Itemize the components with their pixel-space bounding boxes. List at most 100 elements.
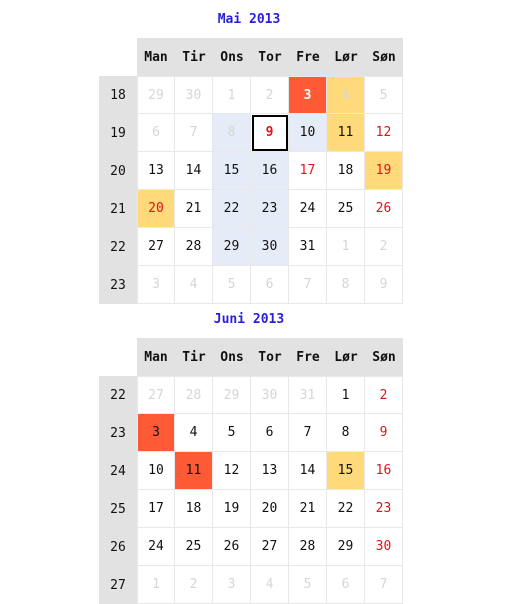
day-cell[interactable]: 5: [213, 414, 251, 452]
day-cell[interactable]: 13: [137, 152, 175, 190]
day-cell[interactable]: 4: [327, 76, 365, 114]
day-cell[interactable]: 28: [289, 528, 327, 566]
day-cell[interactable]: 19: [365, 152, 403, 190]
day-cell[interactable]: 13: [251, 452, 289, 490]
day-cell[interactable]: 7: [365, 566, 403, 604]
day-cell[interactable]: 29: [137, 76, 175, 114]
day-cell[interactable]: 7: [289, 266, 327, 304]
day-cell[interactable]: 2: [365, 376, 403, 414]
day-cell[interactable]: 14: [289, 452, 327, 490]
day-cell[interactable]: 28: [175, 228, 213, 266]
day-cell[interactable]: 2: [365, 228, 403, 266]
day-cell[interactable]: 25: [327, 190, 365, 228]
day-cell[interactable]: 29: [213, 228, 251, 266]
day-cell[interactable]: 30: [365, 528, 403, 566]
day-cell[interactable]: 7: [289, 414, 327, 452]
day-cell[interactable]: 5: [213, 266, 251, 304]
day-cell[interactable]: 1: [327, 228, 365, 266]
day-cell[interactable]: 18: [175, 490, 213, 528]
day-cell[interactable]: 9: [251, 114, 289, 152]
day-cell[interactable]: 20: [137, 190, 175, 228]
week-number: 21: [110, 201, 126, 217]
day-cell[interactable]: 12: [365, 114, 403, 152]
day-cell[interactable]: 17: [289, 152, 327, 190]
day-cell[interactable]: 21: [289, 490, 327, 528]
day-cell[interactable]: 4: [175, 266, 213, 304]
day-cell[interactable]: 22: [327, 490, 365, 528]
day-cell[interactable]: 8: [327, 414, 365, 452]
day-cell[interactable]: 30: [251, 228, 289, 266]
weekday-label: Fre: [289, 338, 327, 376]
week-number-column: 18 19 20 21 22 23: [99, 76, 137, 304]
day-cell[interactable]: 20: [251, 490, 289, 528]
day-cell[interactable]: 3: [213, 566, 251, 604]
day-cell[interactable]: 6: [251, 266, 289, 304]
day-cell[interactable]: 2: [251, 76, 289, 114]
day-cell[interactable]: 23: [365, 490, 403, 528]
day-cell[interactable]: 11: [175, 452, 213, 490]
day-cell[interactable]: 6: [137, 114, 175, 152]
day-cell[interactable]: 6: [327, 566, 365, 604]
weekday-label: Tor: [251, 338, 289, 376]
weekday-label: Tir: [175, 38, 213, 76]
day-cell[interactable]: 31: [289, 376, 327, 414]
day-cell[interactable]: 3: [137, 414, 175, 452]
day-cell[interactable]: 5: [289, 566, 327, 604]
day-cell[interactable]: 3: [289, 76, 327, 114]
day-cell[interactable]: 8: [213, 114, 251, 152]
day-cell[interactable]: 18: [327, 152, 365, 190]
weekday-label: Fre: [289, 38, 327, 76]
day-cell[interactable]: 2: [175, 566, 213, 604]
day-cell[interactable]: 9: [365, 266, 403, 304]
day-cell[interactable]: 24: [289, 190, 327, 228]
day-cell[interactable]: 1: [327, 376, 365, 414]
day-cell[interactable]: 29: [327, 528, 365, 566]
week-number: 22: [110, 387, 126, 403]
day-grid: 27 28 29 30 31 1 2 3 4 5 6 7 8 9 10 11 12 13 14 15 16 17 18 19 2…: [137, 376, 403, 604]
day-cell[interactable]: 23: [251, 190, 289, 228]
day-cell[interactable]: 26: [213, 528, 251, 566]
week-number: 23: [110, 425, 126, 441]
day-cell[interactable]: 15: [213, 152, 251, 190]
day-cell[interactable]: 16: [251, 152, 289, 190]
day-cell[interactable]: 25: [175, 528, 213, 566]
day-cell[interactable]: 12: [213, 452, 251, 490]
weekday-label: Lør: [327, 38, 365, 76]
day-cell[interactable]: 9: [365, 414, 403, 452]
weekday-label: Man: [137, 38, 175, 76]
day-cell[interactable]: 28: [175, 376, 213, 414]
day-cell[interactable]: 5: [365, 76, 403, 114]
day-cell[interactable]: 3: [137, 266, 175, 304]
day-cell[interactable]: 6: [251, 414, 289, 452]
weekday-label: Søn: [365, 38, 403, 76]
day-cell[interactable]: 17: [137, 490, 175, 528]
day-cell[interactable]: 11: [327, 114, 365, 152]
day-cell[interactable]: 14: [175, 152, 213, 190]
day-cell[interactable]: 10: [137, 452, 175, 490]
week-number: 24: [110, 463, 126, 479]
day-cell[interactable]: 22: [213, 190, 251, 228]
day-cell[interactable]: 27: [137, 376, 175, 414]
day-cell[interactable]: 1: [213, 76, 251, 114]
day-cell[interactable]: 30: [251, 376, 289, 414]
day-cell[interactable]: 7: [175, 114, 213, 152]
day-cell[interactable]: 8: [327, 266, 365, 304]
day-cell[interactable]: 4: [251, 566, 289, 604]
weekday-label: Tir: [175, 338, 213, 376]
day-cell[interactable]: 27: [251, 528, 289, 566]
day-cell[interactable]: 24: [137, 528, 175, 566]
day-cell[interactable]: 10: [289, 114, 327, 152]
day-cell[interactable]: 27: [137, 228, 175, 266]
day-cell[interactable]: 26: [365, 190, 403, 228]
day-cell[interactable]: 21: [175, 190, 213, 228]
day-cell[interactable]: 15: [327, 452, 365, 490]
week-number: 23: [110, 277, 126, 293]
day-cell[interactable]: 16: [365, 452, 403, 490]
day-cell[interactable]: 1: [137, 566, 175, 604]
day-cell[interactable]: 19: [213, 490, 251, 528]
day-cell[interactable]: 29: [213, 376, 251, 414]
day-cell[interactable]: 31: [289, 228, 327, 266]
day-cell[interactable]: 30: [175, 76, 213, 114]
weekday-label: Ons: [213, 338, 251, 376]
day-cell[interactable]: 4: [175, 414, 213, 452]
